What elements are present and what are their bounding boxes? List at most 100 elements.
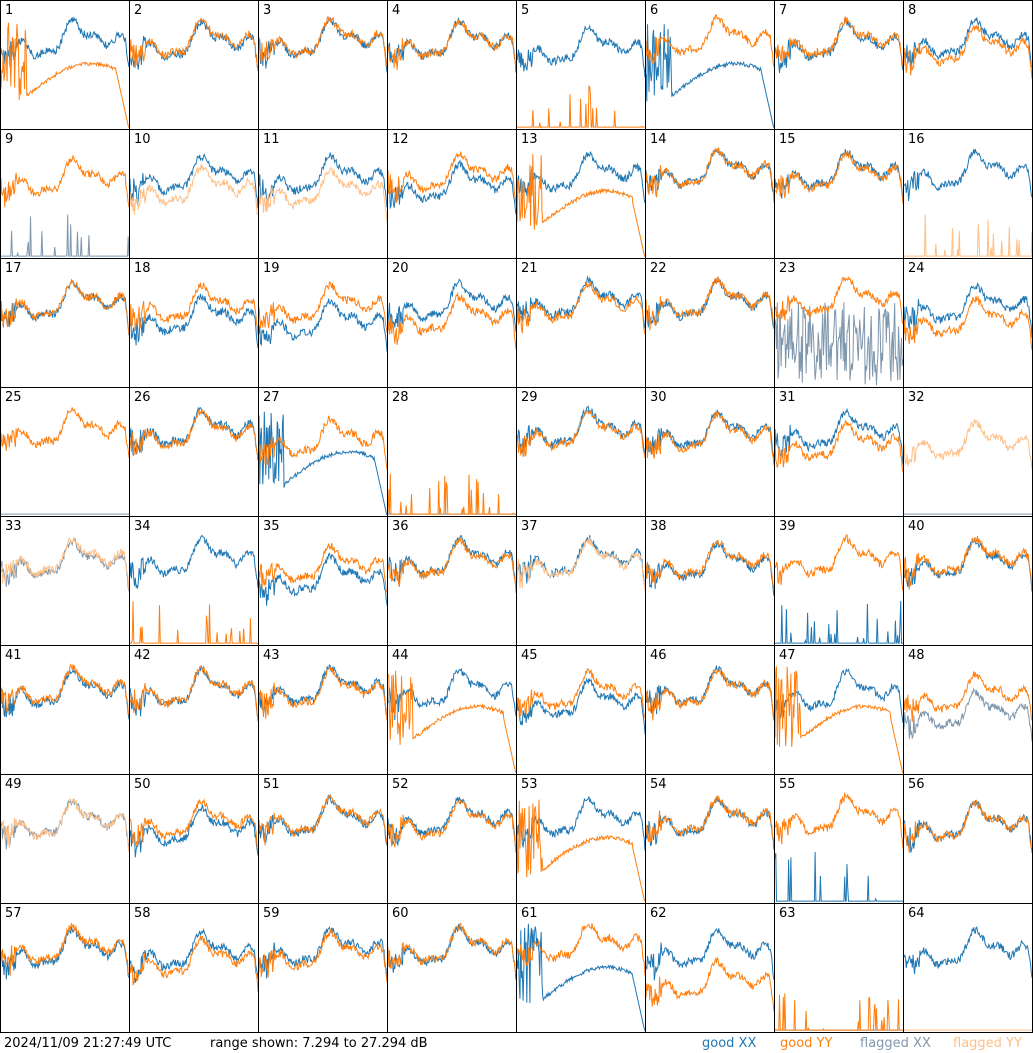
spectrum-plot [388,904,516,1032]
series-good-yy [775,151,903,204]
panel-label: 17 [5,261,22,276]
panel-label: 1 [5,3,14,18]
footer-bar: 2024/11/09 21:27:49 UTC range shown: 7.2… [0,1034,1033,1053]
spectrum-panel: 56 [903,774,1032,903]
spectrum-panel: 48 [903,645,1032,774]
series-good-xx [775,409,903,464]
panel-label: 7 [779,3,788,18]
panel-label: 47 [779,648,796,663]
spectrum-plot [646,517,774,645]
series-flagged-yy [130,164,258,215]
spectrum-panel: 58 [129,903,258,1032]
panel-label: 10 [134,132,151,147]
spectrum-plot [130,388,258,516]
series-good-yy [1,665,129,716]
spectrum-panel: 32 [903,387,1032,516]
panel-label: 5 [521,3,530,18]
spectrum-panel: 27 [258,387,387,516]
panel-label: 18 [134,261,151,276]
panel-label: 63 [779,906,796,921]
spectrum-plot [259,1,387,129]
series-good-yy [388,671,516,773]
series-good-xx [388,536,516,586]
panel-label: 35 [263,519,280,534]
spectrum-panel: 49 [0,774,129,903]
panel-label: 60 [392,906,409,921]
spectrum-plot [904,130,1032,258]
spectrum-panel: 16 [903,129,1032,258]
spectrum-panel: 9 [0,129,129,258]
panel-label: 39 [779,519,796,534]
panel-label: 48 [908,648,925,663]
series-good-yy [646,412,774,466]
panel-label: 30 [650,390,667,405]
legend-flagged-xx: flagged XX [860,1036,931,1051]
series-flagged-yy [517,538,645,591]
series-good-yy [904,26,1032,79]
spectrum-plot [517,517,645,645]
panel-label: 26 [134,390,151,405]
series-good-yy [517,410,645,458]
spectrum-plot [775,904,903,1032]
panel-label: 56 [908,777,925,792]
spectrum-panel: 6 [645,0,774,129]
series-good-xx [775,852,903,901]
panel-label: 44 [392,648,409,663]
series-good-yy [775,666,903,772]
panel-label: 40 [908,519,925,534]
spectrum-plot [1,259,129,387]
spectrum-plot [775,130,903,258]
series-good-yy [646,541,774,588]
spectrum-panel: 41 [0,645,129,774]
panel-label: 27 [263,390,280,405]
series-good-yy [517,282,645,334]
series-good-xx [130,805,258,857]
panel-label: 38 [650,519,667,534]
spectrum-plot [388,130,516,258]
series-good-xx [517,152,645,203]
panel-label: 51 [263,777,280,792]
spectrum-panel: 52 [387,774,516,903]
series-good-yy [388,474,516,514]
spectrum-panel: 30 [645,387,774,516]
spectrum-plot [259,904,387,1032]
spectrum-plot [1,775,129,903]
spectrum-plot [775,517,903,645]
panel-label: 41 [5,648,22,663]
spectrum-plot [388,775,516,903]
panel-label: 33 [5,519,22,534]
spectrum-panel: 8 [903,0,1032,129]
panel-label: 11 [263,132,280,147]
series-good-xx [259,412,387,515]
series-flagged-yy [904,215,1032,256]
spectrum-panel: 1 [0,0,129,129]
spectrum-plot [775,1,903,129]
spectrum-plot [904,1,1032,129]
spectrum-plot [904,775,1032,903]
panel-label: 2 [134,3,143,18]
series-good-yy [904,296,1032,350]
series-good-yy [388,152,516,204]
spectrum-plot [259,388,387,516]
spectrum-plot [130,646,258,774]
panel-label: 13 [521,132,538,147]
panel-label: 50 [134,777,151,792]
series-good-xx [1,17,129,68]
series-good-yy [388,20,516,71]
spectrum-panel: 5 [516,0,645,129]
spectrum-panel: 39 [774,516,903,645]
series-good-yy [388,801,516,853]
series-good-xx [388,797,516,852]
spectrum-panel: 28 [387,387,516,516]
spectrum-plot [259,130,387,258]
panel-label: 59 [263,906,280,921]
panel-label: 22 [650,261,667,276]
series-good-xx [259,795,387,845]
series-good-yy [130,283,258,336]
spectrum-plot [517,646,645,774]
spectrum-plot [517,388,645,516]
spectrum-panel: 64 [903,903,1032,1032]
spectrum-panel: 44 [387,645,516,774]
spectrum-panel: 11 [258,129,387,258]
